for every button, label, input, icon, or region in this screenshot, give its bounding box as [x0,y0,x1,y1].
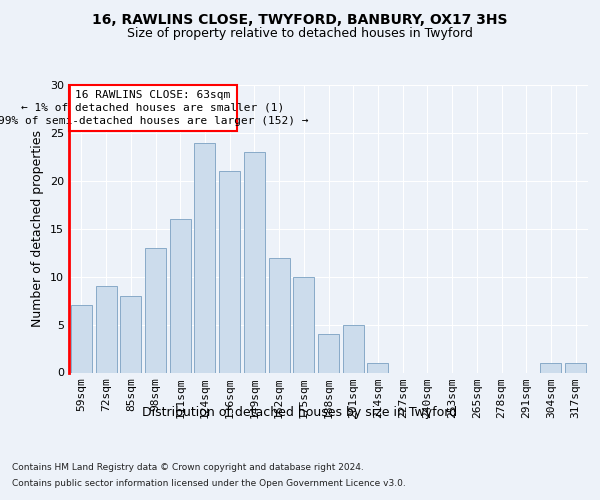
Text: 16 RAWLINS CLOSE: 63sqm
← 1% of detached houses are smaller (1)
99% of semi-deta: 16 RAWLINS CLOSE: 63sqm ← 1% of detached… [0,90,308,126]
Bar [318,334,339,372]
Bar [71,306,92,372]
Text: Size of property relative to detached houses in Twyford: Size of property relative to detached ho… [127,28,473,40]
Bar [541,363,562,372]
Text: 16, RAWLINS CLOSE, TWYFORD, BANBURY, OX17 3HS: 16, RAWLINS CLOSE, TWYFORD, BANBURY, OX1… [92,12,508,26]
Text: Distribution of detached houses by size in Twyford: Distribution of detached houses by size … [142,406,458,419]
Bar [293,276,314,372]
Bar [565,363,586,372]
Bar [269,258,290,372]
Text: Contains public sector information licensed under the Open Government Licence v3: Contains public sector information licen… [12,478,406,488]
Bar [120,296,141,372]
Bar [367,363,388,372]
Bar [219,171,240,372]
Bar [145,248,166,372]
Bar [95,286,116,372]
Y-axis label: Number of detached properties: Number of detached properties [31,130,44,327]
Bar [194,142,215,372]
Bar [244,152,265,372]
Bar [343,324,364,372]
Bar [170,219,191,372]
FancyBboxPatch shape [69,85,237,131]
Text: Contains HM Land Registry data © Crown copyright and database right 2024.: Contains HM Land Registry data © Crown c… [12,464,364,472]
